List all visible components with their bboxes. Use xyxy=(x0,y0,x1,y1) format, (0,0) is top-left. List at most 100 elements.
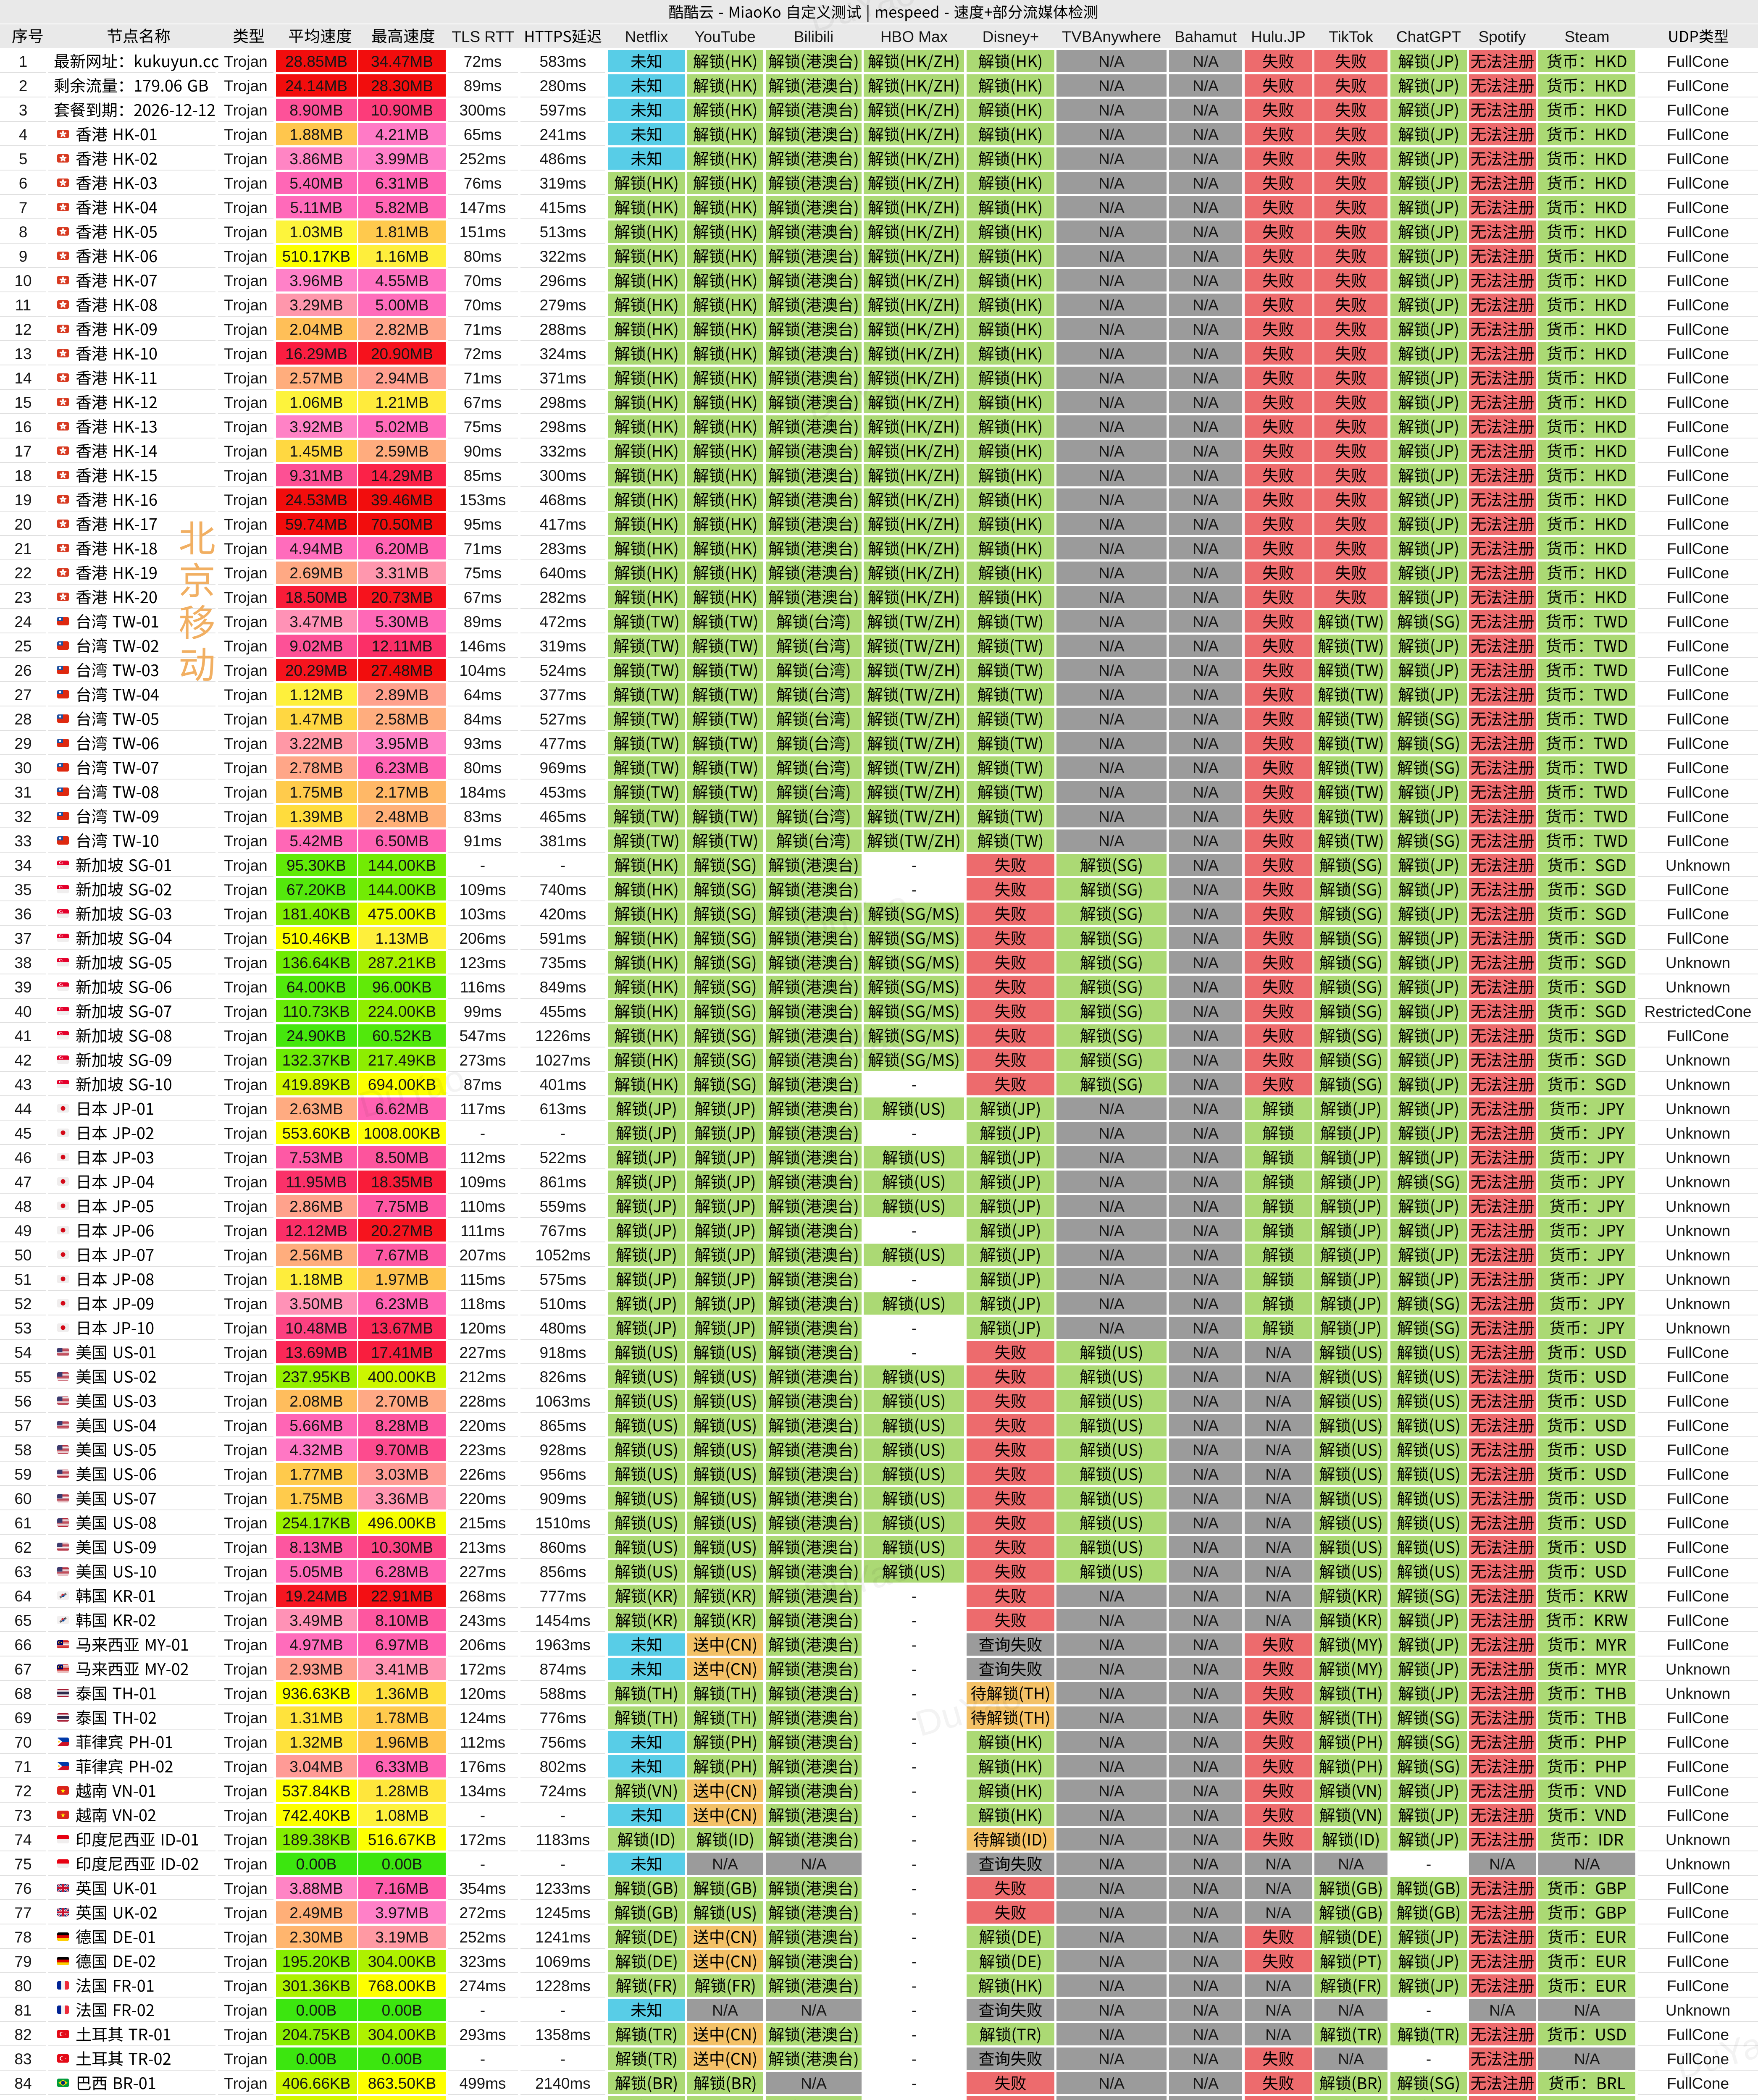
svg-text:75ms: 75ms xyxy=(464,418,502,436)
svg-text:N/A: N/A xyxy=(1193,540,1219,557)
svg-text:20.29MB: 20.29MB xyxy=(285,662,347,679)
svg-text:Trojan: Trojan xyxy=(224,1466,268,1483)
svg-text:111ms: 111ms xyxy=(460,1222,505,1239)
svg-text:93ms: 93ms xyxy=(464,735,502,752)
svg-text:Hulu.JP: Hulu.JP xyxy=(1251,28,1306,45)
svg-text:613ms: 613ms xyxy=(539,1100,586,1118)
svg-text:3.04MB: 3.04MB xyxy=(289,1758,343,1775)
svg-text:YouTube: YouTube xyxy=(694,28,755,45)
svg-text:70ms: 70ms xyxy=(464,297,502,314)
svg-text:FullCone: FullCone xyxy=(1667,1588,1729,1605)
svg-text:4.21MB: 4.21MB xyxy=(375,126,429,143)
svg-text:956ms: 956ms xyxy=(539,1466,586,1483)
svg-text:213ms: 213ms xyxy=(459,1539,506,1556)
svg-text:377ms: 377ms xyxy=(539,686,586,704)
svg-text:117ms: 117ms xyxy=(460,1100,505,1118)
svg-text:N/A: N/A xyxy=(1193,1588,1219,1605)
svg-text:527ms: 527ms xyxy=(539,711,586,728)
svg-text:283ms: 283ms xyxy=(539,540,586,557)
svg-text:Trojan: Trojan xyxy=(224,1222,268,1239)
svg-text:N/A: N/A xyxy=(1098,2050,1125,2068)
svg-text:324ms: 324ms xyxy=(539,345,586,362)
svg-text:FullCone: FullCone xyxy=(1667,1368,1729,1386)
svg-text:510ms: 510ms xyxy=(539,1295,586,1312)
svg-text:Spotify: Spotify xyxy=(1478,28,1526,45)
svg-text:860ms: 860ms xyxy=(539,1539,586,1556)
svg-text:298ms: 298ms xyxy=(539,394,586,411)
svg-text:Trojan: Trojan xyxy=(224,1588,268,1605)
svg-text:28.30MB: 28.30MB xyxy=(371,77,433,94)
svg-text:N/A: N/A xyxy=(1265,1393,1291,1410)
svg-text:Trojan: Trojan xyxy=(224,126,268,143)
svg-text:Unknown: Unknown xyxy=(1666,1076,1730,1093)
svg-text:1510ms: 1510ms xyxy=(535,1515,591,1532)
svg-text:2.56MB: 2.56MB xyxy=(289,1247,343,1264)
svg-text:5.30MB: 5.30MB xyxy=(375,613,429,630)
svg-text:N/A: N/A xyxy=(1193,832,1219,850)
svg-text:10.48MB: 10.48MB xyxy=(285,1320,347,1337)
svg-text:FullCone: FullCone xyxy=(1667,1953,1729,1970)
svg-text:3.31MB: 3.31MB xyxy=(375,564,429,582)
svg-text:Unknown: Unknown xyxy=(1666,1173,1730,1191)
svg-text:273ms: 273ms xyxy=(459,1052,506,1069)
svg-text:FullCone: FullCone xyxy=(1667,1441,1729,1459)
svg-text:8.10MB: 8.10MB xyxy=(375,1612,429,1629)
svg-text:N/A: N/A xyxy=(1265,2026,1291,2043)
svg-text:N/A: N/A xyxy=(1489,1856,1515,1873)
svg-text:20.27MB: 20.27MB xyxy=(371,1222,433,1239)
svg-text:Trojan: Trojan xyxy=(224,1125,268,1142)
svg-text:280ms: 280ms xyxy=(539,77,586,94)
svg-text:64.00KB: 64.00KB xyxy=(286,979,346,996)
svg-text:Trojan: Trojan xyxy=(224,979,268,996)
svg-text:-: - xyxy=(912,1636,917,1654)
svg-text:863.50KB: 863.50KB xyxy=(368,2075,436,2092)
svg-text:FullCone: FullCone xyxy=(1667,1929,1729,1946)
svg-text:7.53MB: 7.53MB xyxy=(289,1149,343,1166)
svg-text:15: 15 xyxy=(14,394,32,411)
svg-text:N/A: N/A xyxy=(1574,1856,1600,1873)
svg-text:N/A: N/A xyxy=(1193,735,1219,752)
svg-text:Trojan: Trojan xyxy=(224,1758,268,1775)
svg-text:96.00KB: 96.00KB xyxy=(372,979,432,996)
svg-text:254.17KB: 254.17KB xyxy=(282,1515,351,1532)
svg-text:N/A: N/A xyxy=(1098,735,1125,752)
svg-text:-: - xyxy=(912,857,917,874)
svg-text:Trojan: Trojan xyxy=(224,1856,268,1873)
svg-text:3.47MB: 3.47MB xyxy=(289,613,343,630)
svg-text:153ms: 153ms xyxy=(459,491,506,509)
svg-text:FullCone: FullCone xyxy=(1667,248,1729,265)
svg-text:Unknown: Unknown xyxy=(1666,857,1730,874)
svg-text:N/A: N/A xyxy=(1338,1856,1364,1873)
svg-text:N/A: N/A xyxy=(1098,53,1125,70)
svg-text:FullCone: FullCone xyxy=(1667,370,1729,387)
svg-text:Trojan: Trojan xyxy=(224,2050,268,2068)
svg-text:N/A: N/A xyxy=(1098,1977,1125,1995)
svg-text:N/A: N/A xyxy=(1193,1880,1219,1897)
svg-text:3.36MB: 3.36MB xyxy=(375,1490,429,1507)
svg-text:41: 41 xyxy=(14,1027,32,1045)
svg-text:83ms: 83ms xyxy=(464,808,502,825)
svg-text:11.95MB: 11.95MB xyxy=(286,1173,347,1191)
svg-text:FullCone: FullCone xyxy=(1667,881,1729,898)
svg-text:Unknown: Unknown xyxy=(1666,1320,1730,1337)
svg-text:N/A: N/A xyxy=(1193,1295,1219,1312)
svg-text:510.46KB: 510.46KB xyxy=(282,930,351,947)
svg-text:N/A: N/A xyxy=(1098,491,1125,509)
svg-text:N/A: N/A xyxy=(1193,1807,1219,1824)
svg-text:-: - xyxy=(912,1612,917,1629)
svg-text:N/A: N/A xyxy=(1098,248,1125,265)
svg-text:18: 18 xyxy=(14,467,32,484)
svg-text:43: 43 xyxy=(14,1076,32,1093)
svg-text:N/A: N/A xyxy=(1193,808,1219,825)
svg-text:N/A: N/A xyxy=(1193,1003,1219,1020)
svg-text:22: 22 xyxy=(14,564,32,582)
svg-text:26: 26 xyxy=(14,662,32,679)
svg-text:2.78MB: 2.78MB xyxy=(289,759,343,777)
svg-text:FullCone: FullCone xyxy=(1667,1417,1729,1434)
svg-text:206ms: 206ms xyxy=(459,1636,506,1654)
svg-text:FullCone: FullCone xyxy=(1667,1758,1729,1775)
svg-text:N/A: N/A xyxy=(1193,1052,1219,1069)
svg-text:Trojan: Trojan xyxy=(224,832,268,850)
svg-text:N/A: N/A xyxy=(1193,321,1219,338)
svg-text:18.35MB: 18.35MB xyxy=(371,1173,433,1191)
